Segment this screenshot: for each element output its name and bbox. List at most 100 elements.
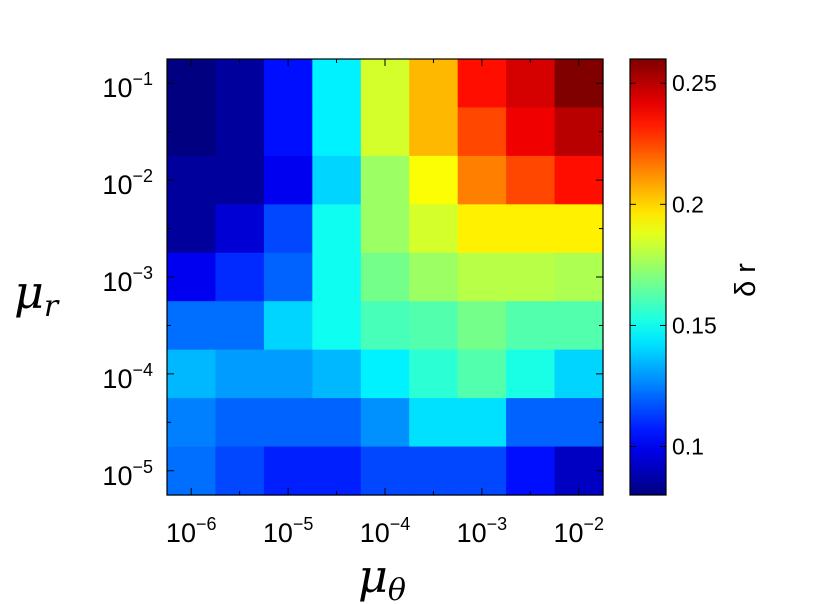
heatmap-cell [215, 349, 265, 399]
heatmap-cell [409, 204, 459, 254]
y-tick-label: 10−4 [102, 360, 153, 394]
heatmap-cell [360, 446, 410, 496]
heatmap-cell [409, 252, 459, 302]
x-tick-label: 10−3 [457, 514, 508, 548]
heatmap-cell [506, 349, 556, 399]
heatmap-cell [506, 446, 556, 496]
heatmap-cell [312, 107, 362, 157]
heatmap-cell [554, 398, 604, 448]
heatmap-cell [554, 349, 604, 399]
heatmap-cell [554, 107, 604, 157]
y-tick-label: 10−5 [102, 457, 153, 491]
x-tick-label: 10−5 [263, 514, 314, 548]
heatmap-cells [167, 59, 604, 496]
heatmap-cell [506, 155, 556, 205]
heatmap-cell [506, 398, 556, 448]
y-axis-label-base: μ [14, 265, 44, 319]
heatmap-cell [312, 204, 362, 254]
heatmap-cell [554, 252, 604, 302]
heatmap-cell [409, 446, 459, 496]
heatmap-cell [167, 155, 217, 205]
heatmap-cell [263, 252, 313, 302]
y-axis-label-sub: r [44, 289, 60, 324]
x-axis-label: μθ [358, 549, 406, 604]
heatmap-cell [215, 446, 265, 496]
heatmap-cell [312, 446, 362, 496]
heatmap-cell [312, 398, 362, 448]
y-axis-label: μr [14, 265, 60, 324]
heatmap-cell [167, 252, 217, 302]
heatmap-cell [312, 155, 362, 205]
heatmap-cell [506, 301, 556, 351]
axis-ticks: 10−6 10−5 10−4 10−3 10−2 10−1 10−2 10−3 10−4 10−5 [102, 59, 604, 548]
heatmap-cell [167, 301, 217, 351]
heatmap-cell [409, 59, 459, 109]
heatmap-cell [312, 252, 362, 302]
y-tick-label: 10−2 [102, 166, 153, 200]
heatmap-cell [167, 398, 217, 448]
colorbar-tick-label: 0.25 [672, 70, 717, 96]
heatmap-cell [457, 398, 507, 448]
colorbar-tick-label: 0.1 [672, 434, 704, 460]
heatmap-cell [167, 59, 217, 109]
heatmap-cell [215, 252, 265, 302]
heatmap-cell [263, 301, 313, 351]
heatmap-cell [506, 107, 556, 157]
heatmap-cell [457, 349, 507, 399]
heatmap-cell [554, 301, 604, 351]
heatmap-cell [167, 446, 217, 496]
heatmap-cell [360, 107, 410, 157]
colorbar-ticks: 0.1 0.15 0.2 0.25 [630, 70, 717, 460]
heatmap-cell [263, 398, 313, 448]
heatmap-cell [554, 155, 604, 205]
y-tick-label: 10−1 [102, 69, 153, 103]
heatmap-cell [263, 155, 313, 205]
heatmap-cell [457, 155, 507, 205]
heatmap-cell [360, 398, 410, 448]
heatmap-cell [312, 59, 362, 109]
colorbar-label: δ r [730, 263, 762, 297]
x-tick-label: 10−4 [360, 514, 411, 548]
colorbar [629, 58, 667, 496]
heatmap-cell [360, 155, 410, 205]
heatmap-cell [457, 59, 507, 109]
x-tick-label: 10−2 [553, 514, 604, 548]
heatmap-cell [263, 204, 313, 254]
heatmap-cell [554, 446, 604, 496]
heatmap-cell [215, 59, 265, 109]
x-axis-label-sub: θ [388, 573, 406, 604]
heatmap-cell [312, 301, 362, 351]
heatmap-cell [409, 349, 459, 399]
heatmap-cell [409, 155, 459, 205]
heatmap-cell [457, 107, 507, 157]
heatmap-cell [215, 155, 265, 205]
heatmap-cell [263, 446, 313, 496]
x-axis-label-base: μ [358, 549, 388, 603]
colorbar-tick-label: 0.2 [672, 191, 704, 217]
heatmap-cell [457, 252, 507, 302]
heatmap-cell [360, 204, 410, 254]
heatmap-cell [263, 59, 313, 109]
y-tick-label: 10−3 [102, 263, 153, 297]
heatmap-cell [312, 349, 362, 399]
heatmap-cell [554, 59, 604, 109]
heatmap-cell [457, 204, 507, 254]
heatmap-cell [457, 446, 507, 496]
heatmap-cell [457, 301, 507, 351]
heatmap-cell [360, 349, 410, 399]
heatmap-cell [360, 59, 410, 109]
heatmap-cell [215, 301, 265, 351]
colorbar-tick-label: 0.15 [672, 312, 717, 338]
heatmap-cell [409, 107, 459, 157]
heatmap-cell [215, 398, 265, 448]
heatmap-cell [167, 349, 217, 399]
heatmap-cell [215, 204, 265, 254]
heatmap-cell [554, 204, 604, 254]
heatmap-cell [360, 252, 410, 302]
heatmap-cell [215, 107, 265, 157]
heatmap-cell [167, 107, 217, 157]
heatmap-cell [167, 204, 217, 254]
heatmap-cell [263, 349, 313, 399]
heatmap-cell [506, 252, 556, 302]
